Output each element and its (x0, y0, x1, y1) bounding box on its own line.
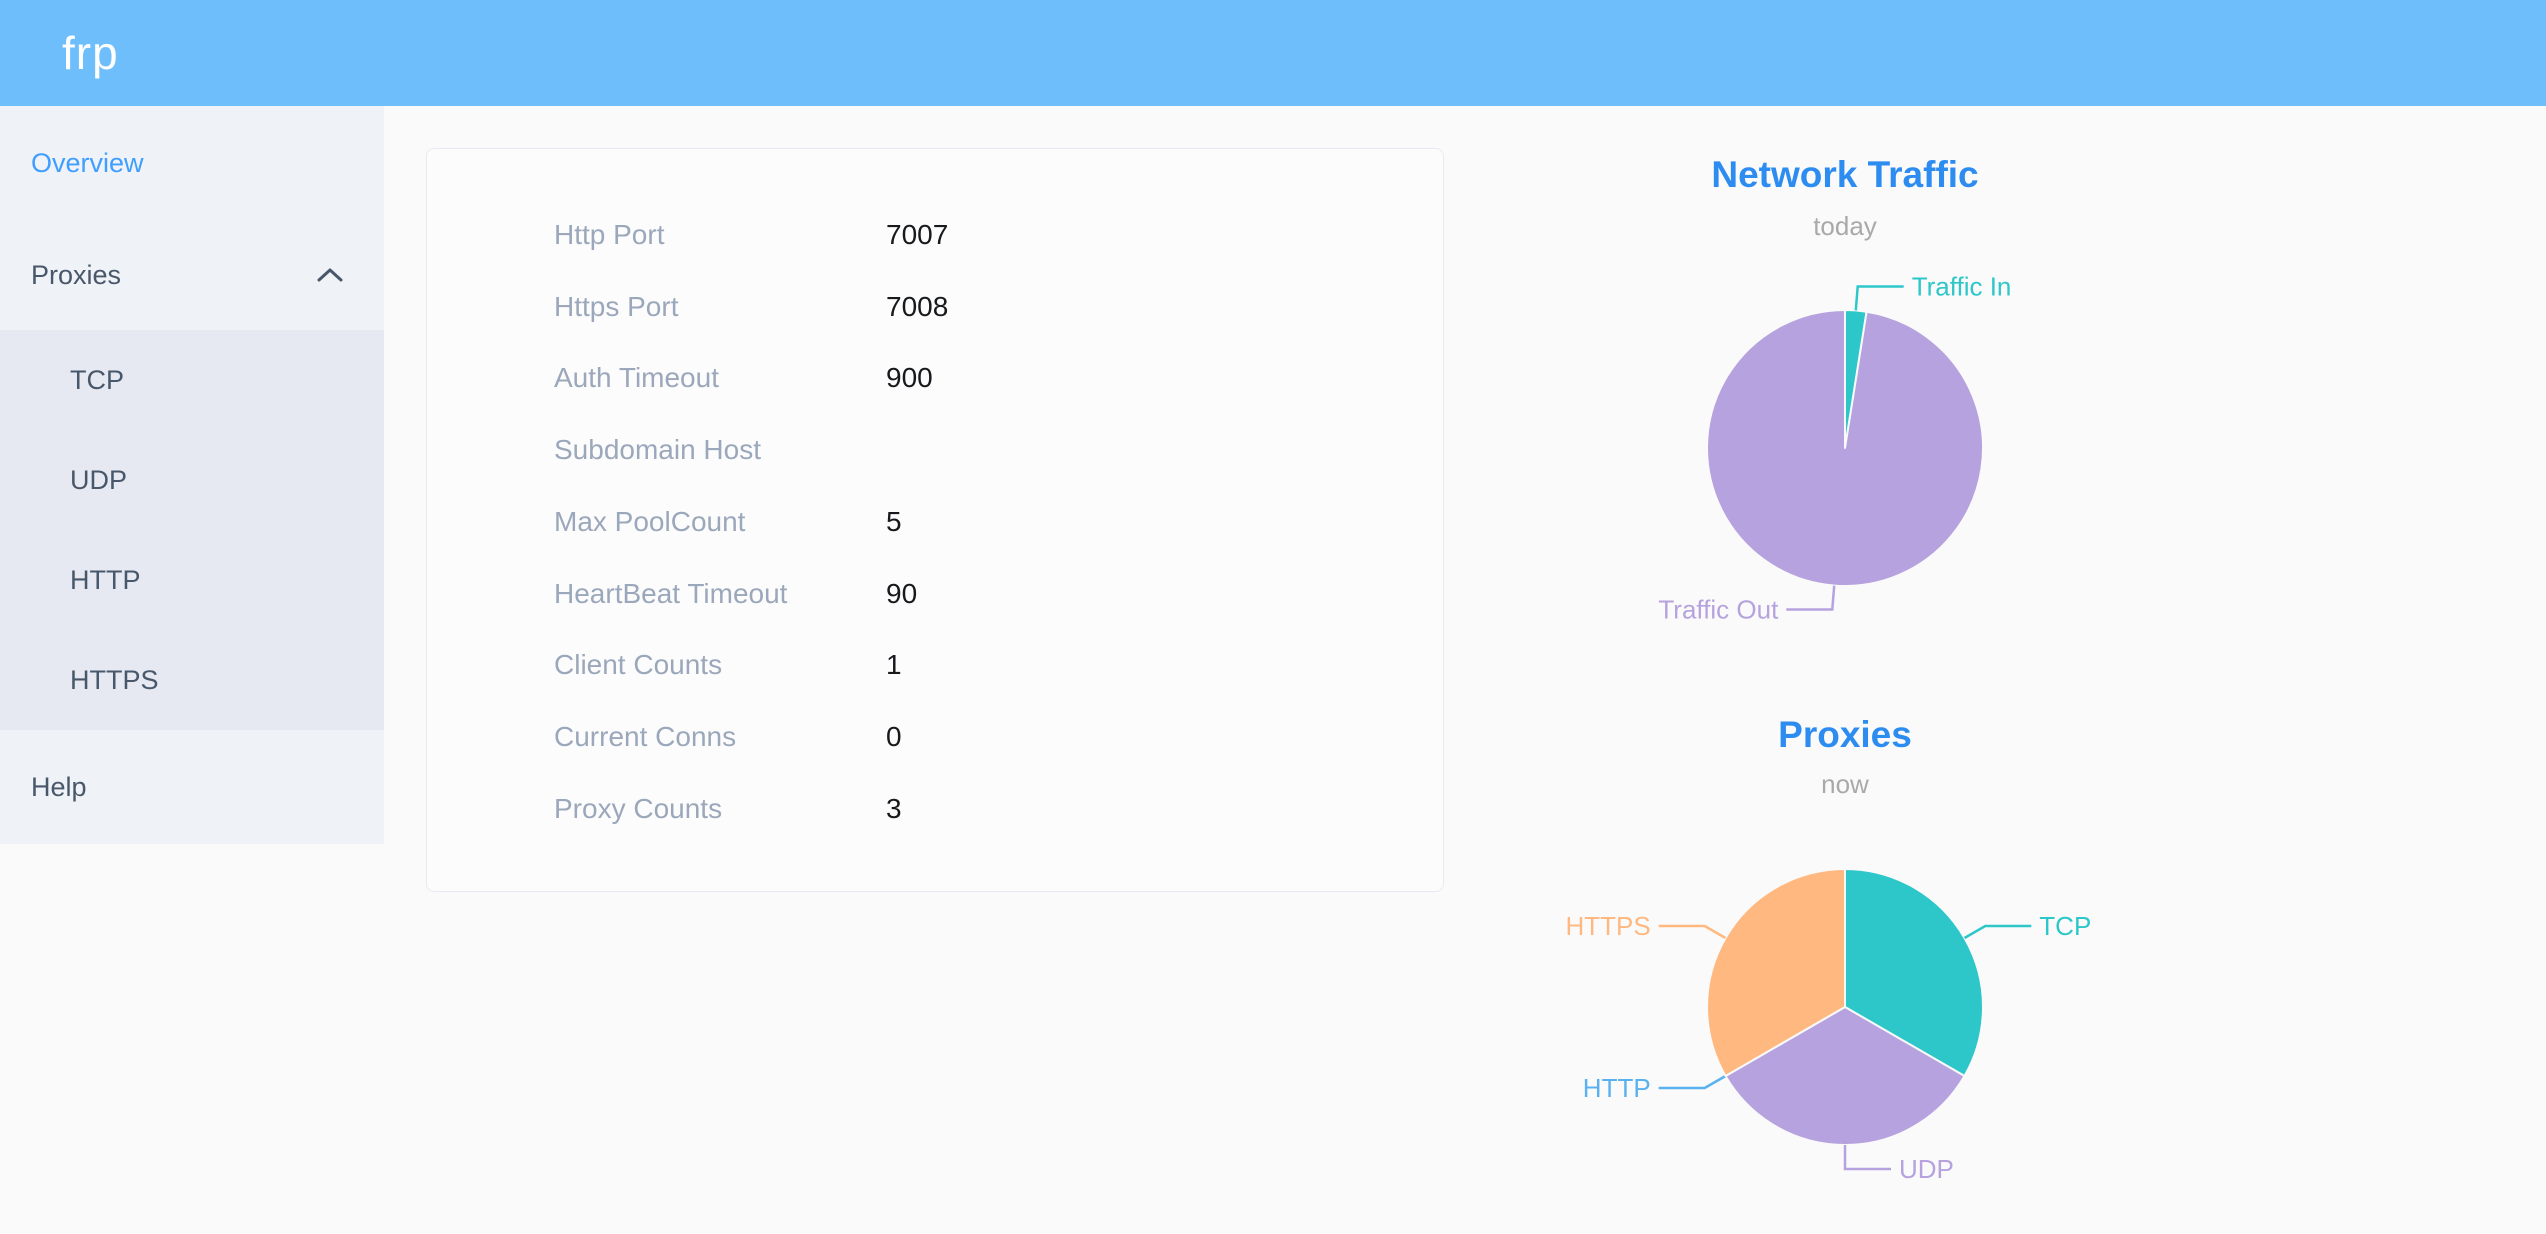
network-traffic-pie-chart: Traffic In Traffic Out (1658, 272, 2012, 625)
pie-label-line-tcp (1963, 924, 2032, 940)
config-value: 7007 (886, 218, 949, 250)
sidebar-subitem-http[interactable]: HTTP (70, 564, 141, 595)
pie-label-udp: UDP (1899, 1154, 1954, 1184)
network-traffic-title: Network Traffic (1711, 154, 1979, 195)
config-label: Current Conns (554, 721, 737, 753)
config-row-subdomain-host: Subdomain Host (427, 414, 1443, 486)
pie-label-https: HTTPS (1565, 911, 1650, 941)
proxies-pie-chart: TCP UDP HTTP HTTPS (1565, 868, 2091, 1184)
config-value: 1 (886, 649, 902, 681)
config-label: Max PoolCount (554, 505, 746, 537)
config-value: 900 (886, 362, 933, 394)
config-label: Http Port (554, 218, 665, 250)
sidebar-subitem-https[interactable]: HTTPS (70, 664, 159, 695)
pie-slice-traffic-out[interactable] (1706, 309, 1985, 587)
config-label: Auth Timeout (554, 362, 719, 394)
config-row-current-conns: Current Conns 0 (427, 701, 1443, 773)
config-row-https-port: Https Port 7008 (427, 271, 1443, 343)
config-value: 0 (886, 721, 902, 753)
pie-label-line-traffic-out (1786, 585, 1836, 611)
pie-label-traffic-out: Traffic Out (1658, 595, 1779, 625)
pie-label-line-udp (1843, 1145, 1891, 1171)
sidebar-submenu-proxies: TCP UDP HTTP HTTPS (0, 330, 384, 730)
config-value: 90 (886, 577, 918, 609)
proxies-title: Proxies (1778, 714, 1912, 755)
sidebar-item-proxies[interactable]: Proxies (0, 220, 384, 330)
config-value: 7008 (886, 290, 949, 322)
pie-label-line-https (1658, 924, 1727, 940)
proxies-subtitle: now (1821, 769, 1869, 799)
pie-label-http: HTTP (1583, 1073, 1651, 1103)
sidebar-item-proxies-label: Proxies (31, 259, 122, 290)
sidebar: Overview Proxies TCP UDP HTTP HTTPS Help (0, 106, 384, 844)
sidebar-subitem-udp[interactable]: UDP (70, 464, 128, 495)
sidebar-item-help[interactable]: Help (0, 730, 384, 844)
pie-label-tcp: TCP (2039, 911, 2091, 941)
sidebar-subitem-tcp[interactable]: TCP (70, 364, 124, 395)
pie-label-traffic-in: Traffic In (1912, 272, 2012, 302)
app-header: frp (0, 0, 2546, 106)
pie-slice-udp[interactable] (1724, 1006, 1966, 1146)
config-label: Proxy Counts (554, 792, 723, 824)
server-info-card: Http Port 7007 Https Port 7008 Auth Time… (426, 148, 1444, 892)
config-row-auth-timeout: Auth Timeout 900 (427, 343, 1443, 415)
config-row-http-port: Http Port 7007 (427, 199, 1443, 271)
chevron-up-icon (316, 267, 344, 283)
network-traffic-subtitle: today (1813, 211, 1877, 241)
config-value: 3 (886, 792, 902, 824)
config-label: Subdomain Host (554, 434, 762, 466)
config-label: Https Port (554, 290, 679, 322)
config-row-heartbeat-timeout: HeartBeat Timeout 90 (427, 558, 1443, 630)
config-label: Client Counts (554, 649, 723, 681)
pie-slice-tcp[interactable] (1844, 868, 1984, 1077)
pie-label-line-traffic-in (1854, 285, 1904, 311)
sidebar-item-overview[interactable]: Overview (0, 106, 384, 220)
pie-label-line-http (1658, 1074, 1727, 1090)
server-info-rows: Http Port 7007 Https Port 7008 Auth Time… (427, 149, 1443, 845)
app-logo: frp (62, 27, 119, 79)
config-row-max-poolcount: Max PoolCount 5 (427, 486, 1443, 558)
config-row-proxy-counts: Proxy Counts 3 (427, 773, 1443, 845)
config-row-client-counts: Client Counts 1 (427, 630, 1443, 702)
config-value: 5 (886, 505, 902, 537)
config-label: HeartBeat Timeout (554, 577, 788, 609)
